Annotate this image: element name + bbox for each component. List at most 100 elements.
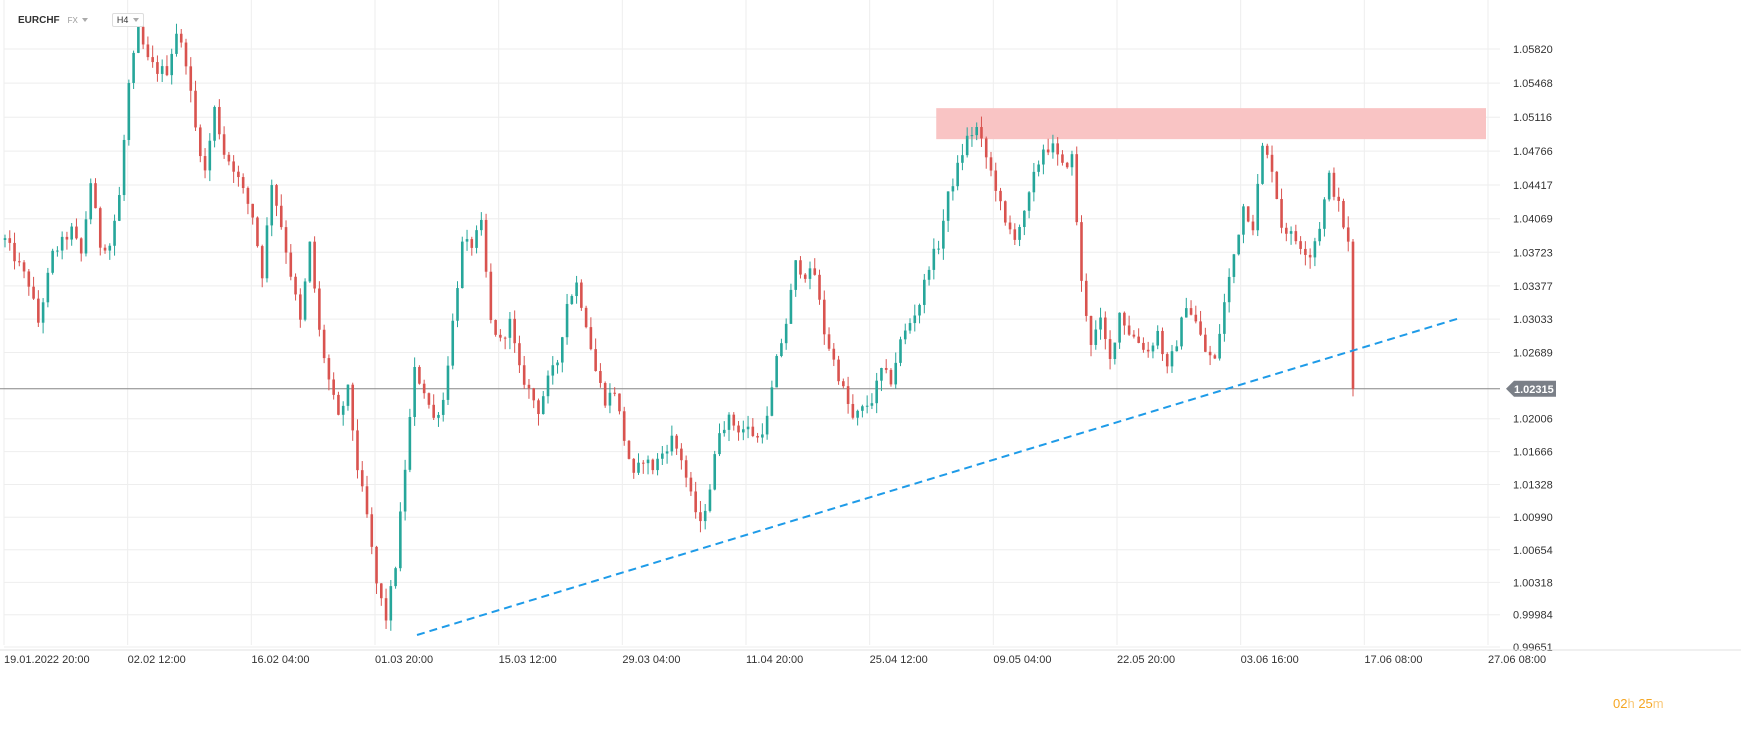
candle-body <box>1032 171 1036 193</box>
candle-body <box>322 329 326 359</box>
candle-body <box>1175 346 1179 352</box>
candle-body <box>622 411 626 441</box>
candle-body <box>84 219 88 254</box>
candle-body <box>1170 351 1174 367</box>
time-tick: 27.06 08:00 <box>1488 654 1546 666</box>
time-tick: 25.04 12:00 <box>870 654 928 666</box>
candle-body <box>632 458 636 473</box>
candle-body <box>1318 228 1321 242</box>
candle-body <box>1075 154 1079 223</box>
candle-body <box>746 426 750 430</box>
time-tick: 17.06 08:00 <box>1364 654 1422 666</box>
candle-body <box>27 271 31 287</box>
candle-body <box>775 356 778 388</box>
candle-body <box>1251 221 1255 231</box>
candle-body <box>1180 317 1183 347</box>
candle-body <box>384 598 388 621</box>
candle-body <box>232 161 235 172</box>
trendline[interactable] <box>416 317 1461 636</box>
candle-body <box>1013 229 1017 240</box>
time-tick: 19.01.2022 20:00 <box>4 654 90 666</box>
candle-body <box>484 219 488 272</box>
candle-body <box>942 220 945 249</box>
price-axis: 1.05820 1.05468 1.05116 1.04766 1.04417 1.040… <box>1513 44 1553 654</box>
price-tick: 1.03033 <box>1513 314 1553 326</box>
candle-body <box>932 248 936 270</box>
candle-body <box>141 26 145 45</box>
candle-body <box>1189 308 1193 315</box>
candle-body <box>1084 280 1088 316</box>
candle-body <box>465 239 469 242</box>
candle-body <box>627 440 631 459</box>
candle-body <box>265 225 269 279</box>
candle-body <box>1089 315 1093 345</box>
time-tick: 11.04 20:00 <box>746 654 803 666</box>
candle-body <box>8 238 12 243</box>
candle-body <box>1027 192 1031 211</box>
candle-body <box>313 241 316 289</box>
candle-body <box>780 343 783 357</box>
price-tick: 1.05468 <box>1513 78 1553 90</box>
candle-body <box>718 433 721 455</box>
candle-body <box>1332 172 1336 197</box>
candle-body <box>1218 333 1221 359</box>
candle-body <box>822 299 826 335</box>
candle-body <box>1118 312 1121 343</box>
candle-body <box>651 459 655 471</box>
candle-body <box>927 269 931 280</box>
candle-body <box>451 320 455 366</box>
time-tick: 09.05 04:00 <box>993 654 1051 666</box>
candle-body <box>570 296 574 304</box>
candle-body <box>118 195 121 221</box>
price-tick: 1.00654 <box>1513 545 1553 557</box>
candle-body <box>1137 336 1140 343</box>
candle-body <box>303 281 307 320</box>
candle-body <box>389 586 393 621</box>
symbol-label[interactable]: EURCHF <box>18 14 60 26</box>
candle-body <box>351 384 355 431</box>
timer-hours-unit: h <box>1627 696 1635 711</box>
candle-body <box>861 406 864 411</box>
price-tick: 1.00318 <box>1513 577 1553 589</box>
timeframe-selector[interactable]: H4 <box>111 13 145 27</box>
candle-body <box>1003 201 1007 223</box>
candle-body <box>1213 355 1217 359</box>
price-tick: 1.05820 <box>1513 44 1553 56</box>
timer-hours: 02 <box>1613 696 1628 711</box>
candle-body <box>842 381 845 387</box>
candle-body <box>1184 308 1188 318</box>
candle-body <box>1232 254 1236 277</box>
candle-body <box>294 276 297 295</box>
candle-body <box>1351 241 1355 389</box>
candle-body <box>1194 314 1198 322</box>
candle-body <box>789 289 793 324</box>
time-tick: 29.03 04:00 <box>622 654 680 666</box>
candle-body <box>675 435 678 449</box>
candle-body <box>318 288 321 330</box>
time-tick: 16.02 04:00 <box>251 654 309 666</box>
candle-body <box>32 286 35 299</box>
candle-body <box>403 469 407 512</box>
candle-body <box>127 82 131 140</box>
candle-body <box>937 248 940 250</box>
candle-body <box>75 226 78 239</box>
time-tick: 02.02 12:00 <box>128 654 186 666</box>
candle-body <box>889 369 893 385</box>
candle-body <box>218 106 221 135</box>
price-tick: 1.01666 <box>1513 447 1553 459</box>
candle-body <box>22 262 26 272</box>
candle-body <box>827 334 831 349</box>
candle-body <box>408 417 412 470</box>
candle-body <box>308 241 312 282</box>
resistance-zone[interactable] <box>936 108 1486 140</box>
timer-minutes: 25 <box>1638 696 1653 711</box>
market-selector[interactable]: FX <box>68 16 88 25</box>
candle-body <box>656 458 659 471</box>
candle-body <box>1023 210 1026 228</box>
candle-body <box>727 414 731 430</box>
price-tick: 1.05116 <box>1513 112 1552 124</box>
candle-body <box>765 415 769 435</box>
candle-body <box>708 489 712 511</box>
candle-body <box>56 250 59 252</box>
